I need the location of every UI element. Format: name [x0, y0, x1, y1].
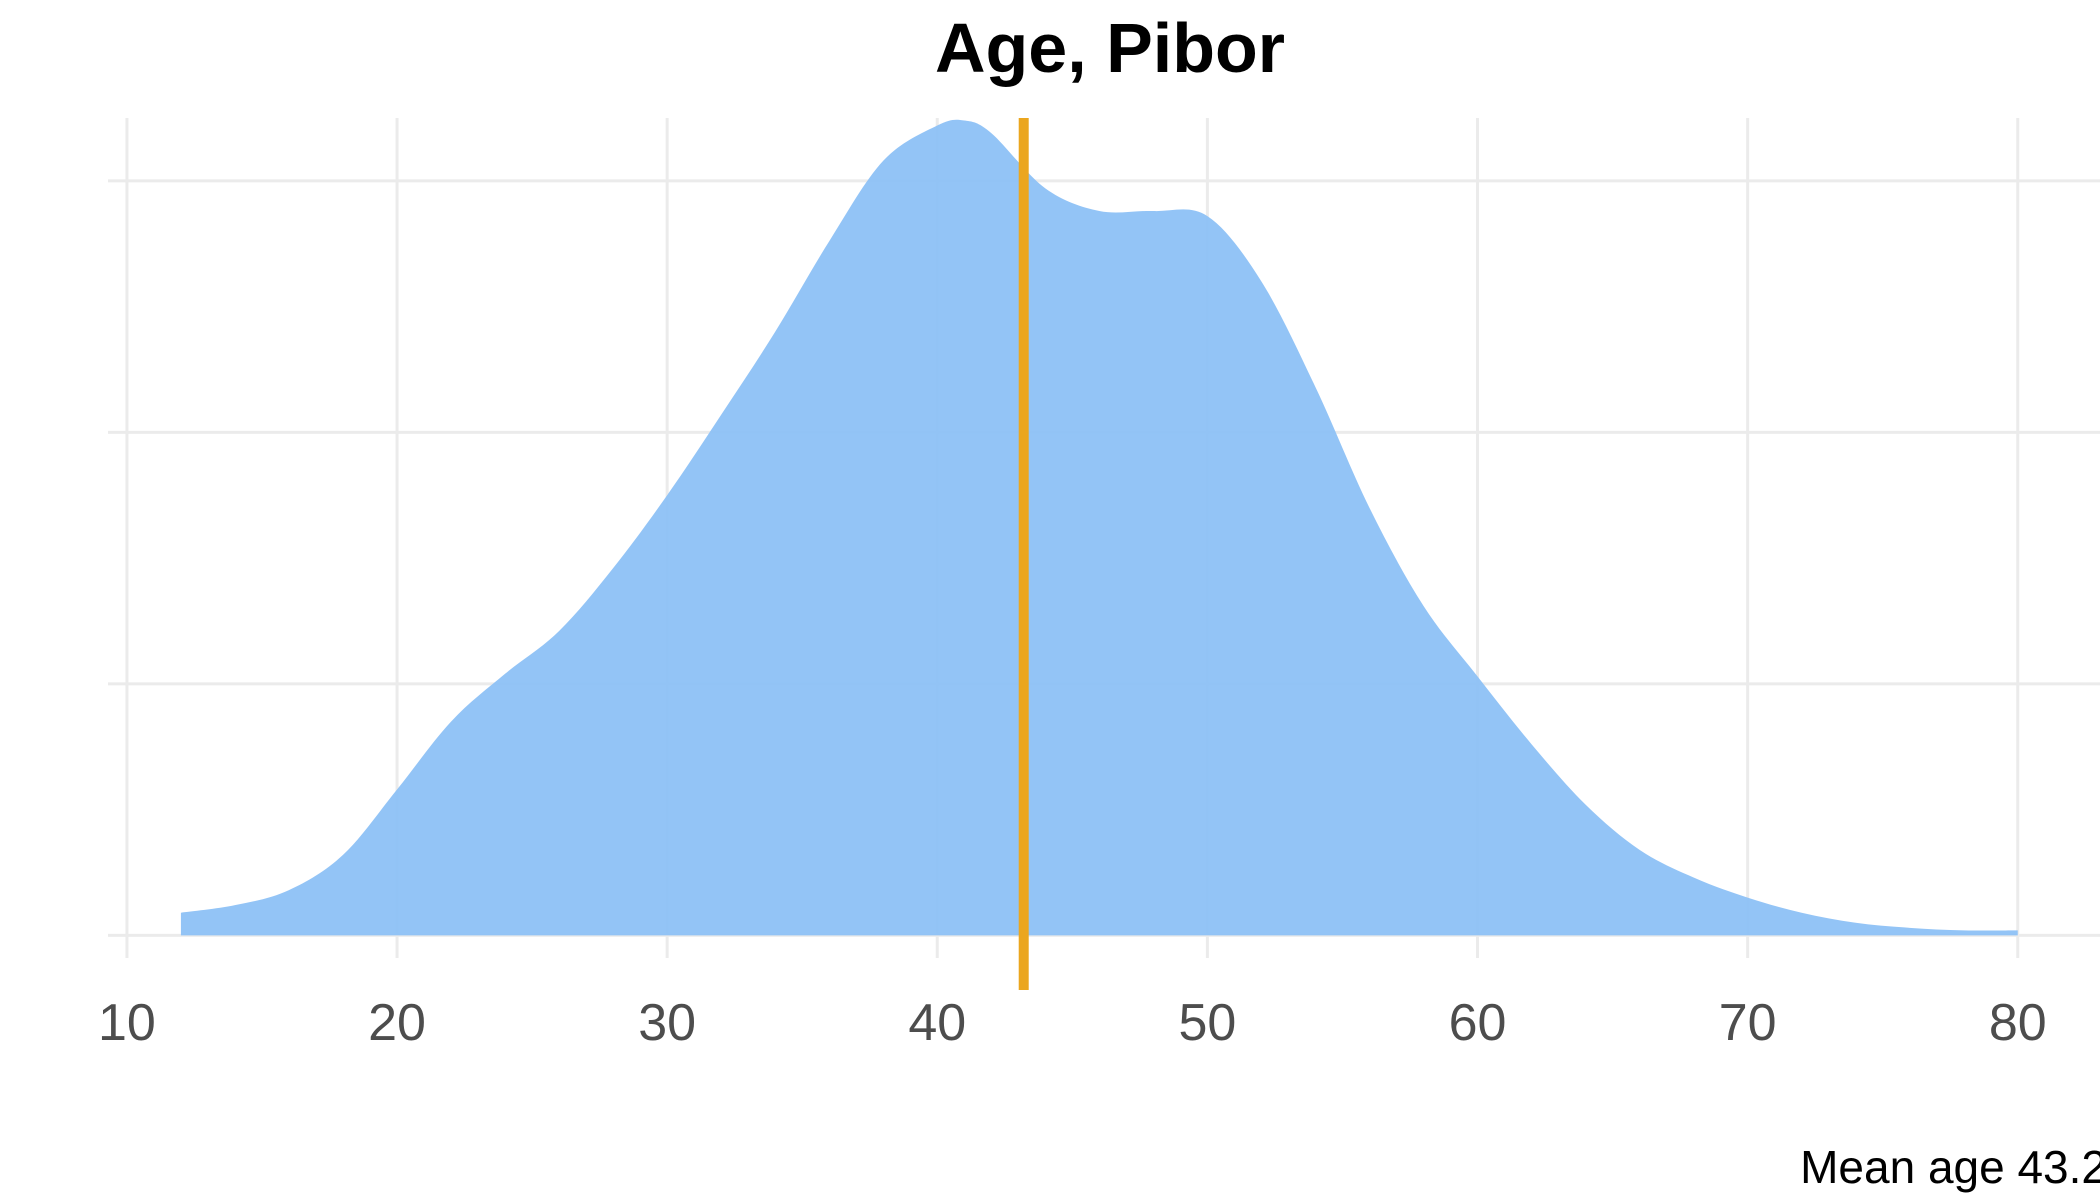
x-tick-label-40: 40	[908, 994, 966, 1052]
x-tick-label-10: 10	[98, 994, 156, 1052]
chart-title: Age, Pibor	[935, 9, 1285, 87]
x-tick-label-20: 20	[368, 994, 426, 1052]
mean-age-caption: Mean age 43.2	[1800, 1141, 2100, 1193]
x-tick-label-70: 70	[1719, 994, 1777, 1052]
x-tick-label-80: 80	[1989, 994, 2047, 1052]
density-area	[180, 119, 2018, 936]
x-tick-label-60: 60	[1449, 994, 1507, 1052]
x-tick-label-50: 50	[1178, 994, 1236, 1052]
x-axis-ticks: 10 20 30 40 50 60 70 80	[98, 994, 2047, 1052]
x-tick-label-30: 30	[638, 994, 696, 1052]
density-area-group	[180, 119, 2018, 936]
